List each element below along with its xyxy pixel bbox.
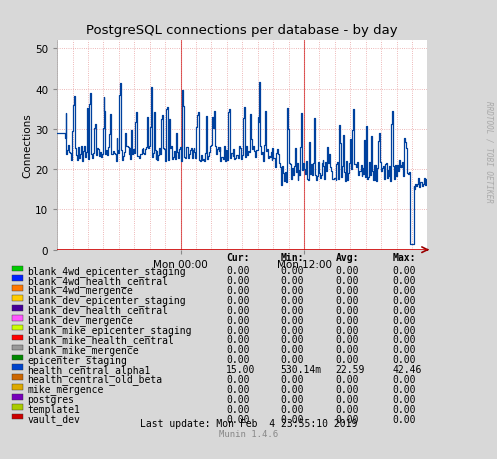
- Text: 42.46: 42.46: [393, 364, 422, 374]
- Text: blank_mike_health_central: blank_mike_health_central: [27, 334, 174, 345]
- Text: 0.00: 0.00: [335, 335, 359, 345]
- Text: 0.00: 0.00: [335, 285, 359, 295]
- Text: blank_mike_mergence: blank_mike_mergence: [27, 344, 139, 355]
- Text: 0.00: 0.00: [393, 335, 416, 345]
- Text: 0.00: 0.00: [226, 394, 249, 404]
- Text: 0.00: 0.00: [335, 384, 359, 394]
- Text: 0.00: 0.00: [226, 285, 249, 295]
- Text: 22.59: 22.59: [335, 364, 365, 374]
- Text: 0.00: 0.00: [281, 325, 304, 335]
- Text: 0.00: 0.00: [226, 325, 249, 335]
- Text: 0.00: 0.00: [393, 345, 416, 354]
- Text: 0.00: 0.00: [281, 345, 304, 354]
- Text: 0.00: 0.00: [281, 384, 304, 394]
- Text: Cur:: Cur:: [226, 253, 249, 263]
- Text: 0.00: 0.00: [226, 335, 249, 345]
- Text: 0.00: 0.00: [281, 285, 304, 295]
- Text: blank_4wd_health_central: blank_4wd_health_central: [27, 275, 168, 286]
- Text: Min:: Min:: [281, 253, 304, 263]
- Text: 0.00: 0.00: [226, 354, 249, 364]
- Text: 0.00: 0.00: [335, 414, 359, 424]
- Text: template1: template1: [27, 404, 80, 414]
- Text: 0.00: 0.00: [393, 325, 416, 335]
- Text: 0.00: 0.00: [281, 394, 304, 404]
- Text: blank_dev_mergence: blank_dev_mergence: [27, 314, 133, 325]
- Text: 0.00: 0.00: [335, 275, 359, 285]
- Text: 0.00: 0.00: [226, 305, 249, 315]
- Text: 0.00: 0.00: [281, 275, 304, 285]
- Text: health_central_alpha1: health_central_alpha1: [27, 364, 151, 375]
- Text: 0.00: 0.00: [281, 404, 304, 414]
- Text: 0.00: 0.00: [393, 354, 416, 364]
- Text: 0.00: 0.00: [335, 404, 359, 414]
- Text: 0.00: 0.00: [393, 275, 416, 285]
- Text: vault_dev: vault_dev: [27, 413, 80, 424]
- Text: 0.00: 0.00: [281, 305, 304, 315]
- Text: 0.00: 0.00: [335, 374, 359, 384]
- Text: 0.00: 0.00: [281, 335, 304, 345]
- Text: 0.00: 0.00: [281, 295, 304, 305]
- Text: 0.00: 0.00: [393, 305, 416, 315]
- Text: 0.00: 0.00: [281, 266, 304, 275]
- Text: 0.00: 0.00: [281, 374, 304, 384]
- Text: blank_4wd_mergence: blank_4wd_mergence: [27, 285, 133, 296]
- Text: 0.00: 0.00: [393, 266, 416, 275]
- Text: 0.00: 0.00: [335, 315, 359, 325]
- Text: 0.00: 0.00: [226, 295, 249, 305]
- Text: Max:: Max:: [393, 253, 416, 263]
- Text: postgres: postgres: [27, 394, 75, 404]
- Text: epicenter_staging: epicenter_staging: [27, 354, 127, 365]
- Text: Munin 1.4.6: Munin 1.4.6: [219, 429, 278, 438]
- Text: 0.00: 0.00: [335, 354, 359, 364]
- Text: 530.14m: 530.14m: [281, 364, 322, 374]
- Text: 0.00: 0.00: [335, 325, 359, 335]
- Text: 0.00: 0.00: [393, 285, 416, 295]
- Text: 0.00: 0.00: [226, 384, 249, 394]
- Text: 0.00: 0.00: [226, 404, 249, 414]
- Text: health_central_old_beta: health_central_old_beta: [27, 374, 163, 385]
- Text: 0.00: 0.00: [281, 315, 304, 325]
- Text: 0.00: 0.00: [335, 266, 359, 275]
- Text: Avg:: Avg:: [335, 253, 359, 263]
- Text: blank_mike_epicenter_staging: blank_mike_epicenter_staging: [27, 325, 192, 335]
- Title: PostgreSQL connections per database - by day: PostgreSQL connections per database - by…: [86, 24, 398, 37]
- Text: 0.00: 0.00: [226, 275, 249, 285]
- Text: blank_dev_epicenter_staging: blank_dev_epicenter_staging: [27, 295, 186, 306]
- Text: mike_mergence: mike_mergence: [27, 384, 104, 394]
- Y-axis label: Connections: Connections: [22, 113, 32, 178]
- Text: 0.00: 0.00: [335, 345, 359, 354]
- Text: 0.00: 0.00: [226, 345, 249, 354]
- Text: 0.00: 0.00: [226, 374, 249, 384]
- Text: 0.00: 0.00: [281, 414, 304, 424]
- Text: 0.00: 0.00: [335, 295, 359, 305]
- Text: 0.00: 0.00: [226, 315, 249, 325]
- Text: 0.00: 0.00: [393, 295, 416, 305]
- Text: 0.00: 0.00: [393, 414, 416, 424]
- Text: blank_4wd_epicenter_staging: blank_4wd_epicenter_staging: [27, 265, 186, 276]
- Text: 0.00: 0.00: [393, 315, 416, 325]
- Text: 0.00: 0.00: [226, 414, 249, 424]
- Text: 0.00: 0.00: [281, 354, 304, 364]
- Text: Last update: Mon Feb  4 23:55:10 2019: Last update: Mon Feb 4 23:55:10 2019: [140, 418, 357, 428]
- Text: 15.00: 15.00: [226, 364, 255, 374]
- Text: 0.00: 0.00: [335, 305, 359, 315]
- Text: 0.00: 0.00: [226, 266, 249, 275]
- Text: 0.00: 0.00: [393, 374, 416, 384]
- Text: blank_dev_health_central: blank_dev_health_central: [27, 305, 168, 315]
- Text: 0.00: 0.00: [393, 384, 416, 394]
- Text: 0.00: 0.00: [393, 394, 416, 404]
- Text: RRDTOOL / TOBI OETIKER: RRDTOOL / TOBI OETIKER: [484, 101, 493, 202]
- Text: 0.00: 0.00: [393, 404, 416, 414]
- Text: 0.00: 0.00: [335, 394, 359, 404]
